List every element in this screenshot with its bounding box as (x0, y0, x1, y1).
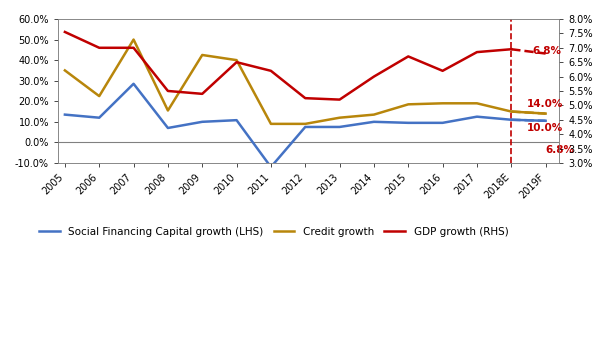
Text: 6.8%: 6.8% (532, 46, 561, 56)
Text: 14.0%: 14.0% (527, 99, 563, 109)
Text: 6.8%: 6.8% (545, 145, 575, 155)
Legend: Social Financing Capital growth (LHS), Credit growth, GDP growth (RHS): Social Financing Capital growth (LHS), C… (35, 223, 513, 241)
Text: 10.0%: 10.0% (527, 123, 563, 133)
